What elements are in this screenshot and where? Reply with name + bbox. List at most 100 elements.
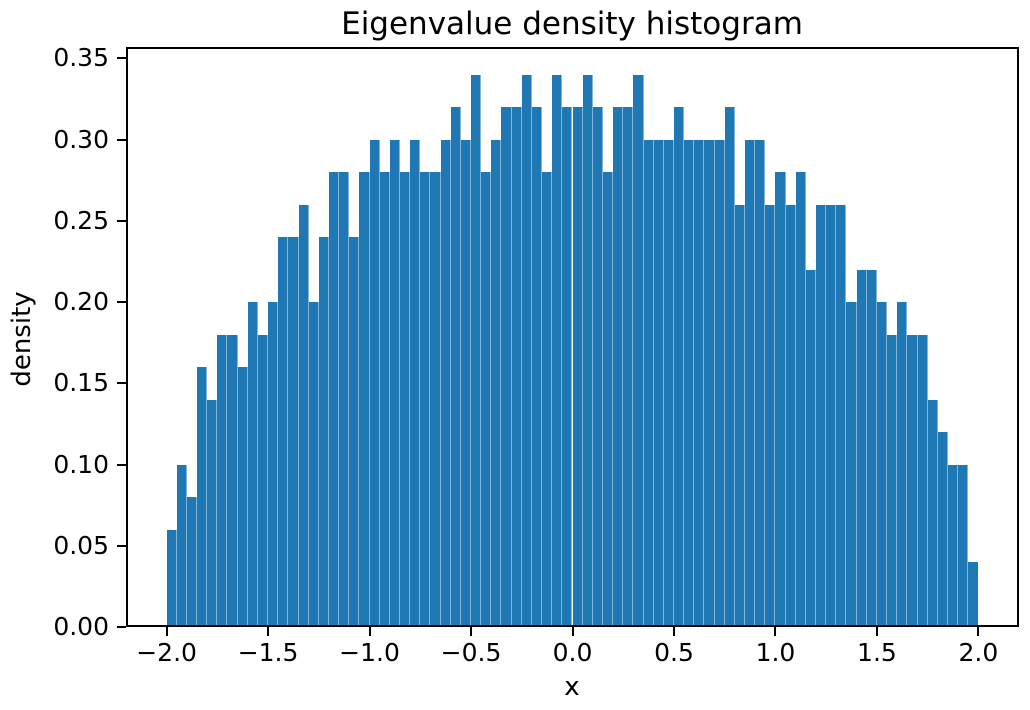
histogram-bar (724, 107, 735, 627)
histogram-bar (359, 172, 370, 627)
x-axis-tick-label: −1.0 (339, 638, 400, 667)
histogram-bar (927, 399, 938, 627)
x-axis-tick-label: 1.0 (755, 638, 796, 667)
histogram-bar (308, 302, 319, 627)
histogram-bar (207, 399, 218, 627)
histogram-bar (937, 432, 948, 627)
x-axis-tick (672, 627, 675, 636)
histogram-bar (795, 172, 806, 627)
histogram-bar (805, 269, 817, 627)
x-axis-tick-label: 2.0 (958, 638, 999, 667)
histogram-bar (765, 204, 776, 627)
histogram-bar (917, 334, 928, 627)
histogram-bar (430, 172, 441, 627)
histogram-bar (907, 334, 918, 627)
histogram-bar (491, 139, 502, 627)
x-axis-tick (977, 627, 980, 636)
histogram-bar (501, 107, 512, 627)
histogram-bar (856, 269, 867, 627)
histogram-bar (349, 237, 360, 627)
histogram-bar (826, 204, 837, 627)
histogram-bar (876, 302, 888, 627)
histogram-bar (318, 237, 329, 627)
y-axis-tick (117, 463, 126, 466)
histogram-bar (653, 139, 664, 627)
histogram-bar (247, 302, 258, 627)
histogram-bar (673, 107, 685, 627)
histogram-bar (785, 204, 796, 627)
histogram-bar (217, 334, 228, 627)
x-axis-label: x (564, 672, 580, 702)
histogram-bar (481, 172, 492, 627)
histogram-bar (745, 139, 756, 627)
histogram-bar (197, 367, 208, 627)
histogram-bar (339, 172, 350, 627)
histogram-bar (531, 107, 543, 627)
histogram-bar (328, 172, 340, 627)
y-axis-tick-label: 0.15 (53, 368, 109, 398)
x-axis-tick (571, 627, 574, 636)
histogram-bar (166, 529, 177, 627)
histogram-bar (542, 172, 553, 627)
x-axis-tick (267, 627, 270, 636)
histogram-bar (684, 139, 695, 627)
y-axis-tick-label: 0.10 (53, 449, 109, 479)
histogram-bar (836, 204, 847, 627)
x-axis-tick-label: 0.5 (654, 638, 694, 667)
histogram-bar (257, 334, 269, 627)
histogram-bar (298, 204, 309, 627)
histogram-bar (582, 74, 593, 627)
y-axis-tick (117, 382, 126, 385)
x-axis-tick (165, 627, 168, 636)
y-axis-tick-label: 0.20 (53, 287, 109, 317)
histogram-bar (592, 107, 603, 627)
histogram-bar (440, 139, 451, 627)
histogram-bar (846, 302, 857, 627)
histogram-bar (450, 107, 461, 627)
x-axis-tick (774, 627, 777, 636)
x-axis-tick (875, 627, 878, 636)
histogram-bar (602, 172, 614, 627)
histogram-bar (399, 172, 411, 627)
histogram-bar (176, 464, 187, 627)
histogram-bar (278, 237, 289, 627)
histogram-bar (755, 139, 766, 627)
histogram-bar (623, 107, 634, 627)
histogram-bar (511, 107, 522, 627)
x-axis-tick-label: 0.0 (552, 638, 593, 667)
histogram-bar (947, 464, 959, 627)
y-axis-tick (117, 57, 126, 60)
histogram-bar (237, 367, 248, 627)
y-axis-tick-label: 0.25 (53, 205, 109, 235)
histogram-bar (663, 139, 674, 627)
y-axis-tick-label: 0.30 (53, 124, 109, 154)
histogram-bar (379, 172, 390, 627)
y-axis-tick (117, 219, 126, 222)
histogram-bar (521, 74, 532, 627)
histogram-bar (633, 74, 644, 627)
x-axis-tick-label: −2.0 (136, 638, 197, 667)
histogram-bar (643, 139, 654, 627)
histogram-bar (734, 204, 745, 627)
histogram-bar (866, 269, 877, 627)
y-axis-tick-label: 0.00 (53, 612, 109, 641)
y-axis-tick (117, 626, 126, 628)
chart-title: Eigenvalue density histogram (341, 6, 803, 42)
histogram-bar (389, 139, 400, 627)
histogram-bar (968, 562, 979, 627)
histogram-bar (572, 107, 583, 627)
histogram-bar (887, 334, 898, 627)
y-axis-tick (117, 301, 126, 304)
x-axis-tick (368, 627, 371, 636)
histogram-bar (816, 204, 827, 627)
x-axis-tick-label: −0.5 (440, 638, 502, 667)
histogram-bar (460, 139, 472, 627)
histogram-bar (694, 139, 705, 627)
histogram-bar (897, 302, 908, 627)
y-axis-tick (117, 138, 126, 141)
y-axis-tick-label: 0.05 (53, 530, 109, 560)
histogram-bar (268, 302, 279, 627)
